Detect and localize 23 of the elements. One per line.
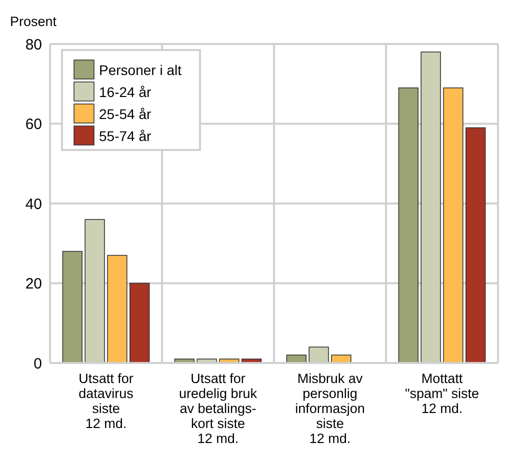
- bar: [398, 87, 418, 364]
- x-tick-label: Mottatt "spam" siste 12 md.: [404, 371, 480, 416]
- y-axis-title: Prosent: [10, 14, 57, 29]
- bar: [443, 87, 464, 364]
- y-tick-label: 0: [34, 355, 42, 372]
- bar: [466, 127, 486, 364]
- x-tick-label: Utsatt for datavirus siste 12 md.: [78, 371, 134, 431]
- y-tick-label: 80: [25, 36, 42, 54]
- bar: [84, 219, 105, 364]
- bar: [308, 346, 329, 364]
- bar: [130, 282, 150, 364]
- legend-label: Personer i alt: [99, 62, 182, 78]
- legend-label: 16-24 år: [99, 84, 152, 100]
- bar: [107, 254, 128, 364]
- legend-label: 25-54 år: [99, 106, 152, 122]
- legend-label: 55-74 år: [99, 128, 152, 144]
- y-tick-label: 60: [25, 116, 42, 133]
- x-tick-label: Utsatt for uredelig bruk av betalings- kort siste 12 md.: [178, 371, 258, 446]
- bar: [420, 52, 441, 364]
- x-tick-label: Misbruk av personlig informasjon siste 12 md.: [295, 371, 365, 446]
- y-tick-label: 20: [25, 276, 42, 292]
- bar: [62, 250, 82, 364]
- y-tick-label: 40: [25, 196, 42, 213]
